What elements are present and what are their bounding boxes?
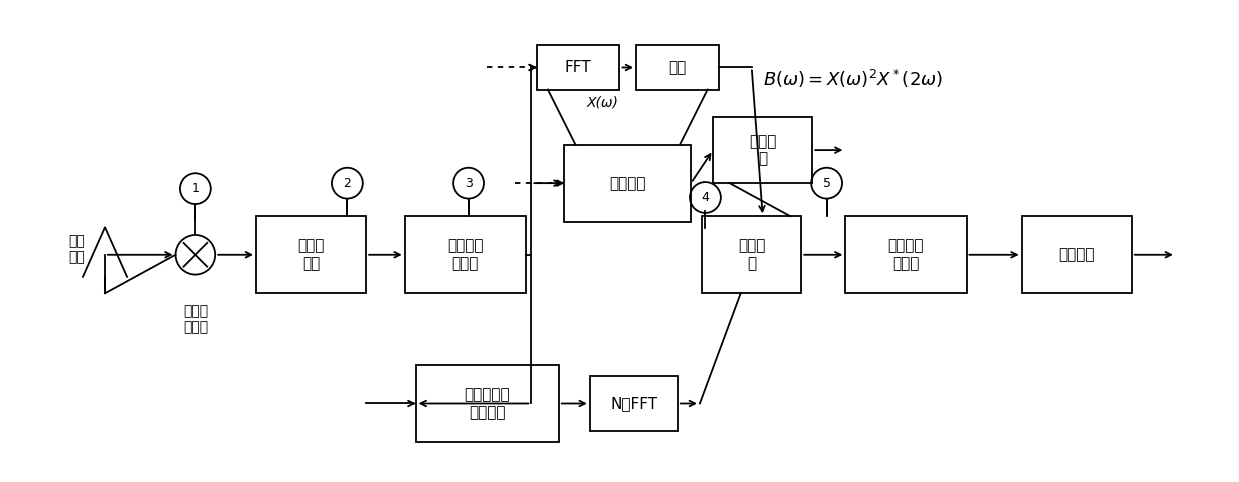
Bar [256, 216, 366, 294]
Text: 接收
信号: 接收 信号 [68, 234, 85, 264]
Text: 对角切
片: 对角切 片 [750, 134, 777, 166]
Bar [590, 376, 678, 431]
Text: 频谱判决: 频谱判决 [1058, 247, 1095, 262]
Text: 1: 1 [191, 182, 199, 195]
Text: 乘法: 乘法 [668, 60, 686, 75]
Bar [416, 365, 559, 442]
Text: FFT: FFT [565, 60, 591, 75]
Text: 2: 2 [343, 177, 352, 189]
Bar [565, 145, 691, 222]
Text: 计算三阶统
计量切片: 计算三阶统 计量切片 [465, 388, 510, 420]
Text: 搜寻被占
用频段: 搜寻被占 用频段 [887, 239, 924, 271]
Text: 4: 4 [701, 191, 710, 204]
Text: X(ω): X(ω) [587, 96, 620, 110]
Text: 计算双谱: 计算双谱 [610, 175, 646, 191]
Text: N点FFT: N点FFT [611, 396, 658, 411]
Bar [405, 216, 525, 294]
Bar [636, 45, 719, 90]
Bar [536, 45, 620, 90]
Text: $B(\omega) = X(\omega)^2 X^*(2\omega)$: $B(\omega) = X(\omega)^2 X^*(2\omega)$ [763, 67, 943, 90]
Text: 带通滤
波器: 带通滤 波器 [297, 239, 325, 271]
Bar [845, 216, 966, 294]
Text: 模数转换
下抽样: 模数转换 下抽样 [447, 239, 483, 271]
Bar [1022, 216, 1131, 294]
Text: 3: 3 [465, 177, 472, 189]
Text: 5: 5 [823, 177, 830, 189]
Text: 双谱切
片: 双谱切 片 [738, 239, 766, 271]
Bar [703, 216, 802, 294]
Text: 下变频
到中频: 下变频 到中频 [183, 304, 208, 335]
Bar [714, 117, 813, 183]
